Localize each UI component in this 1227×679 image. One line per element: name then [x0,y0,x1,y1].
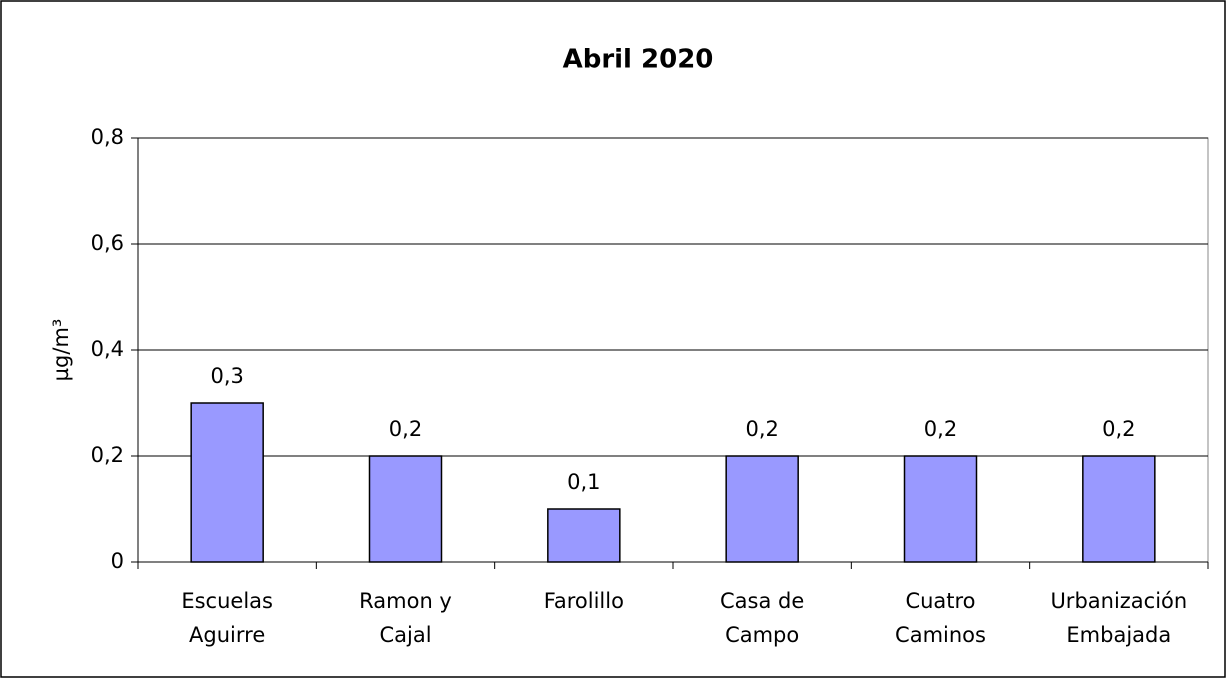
y-tick-label: 0,8 [91,125,124,149]
value-label: 0,2 [389,417,422,441]
value-label: 0,3 [210,364,243,388]
x-tick-label: Ramon y Cajal [359,589,452,647]
y-tick-label: 0 [111,549,124,573]
bar [725,455,799,563]
value-label: 0,1 [567,470,600,494]
bar [903,455,978,563]
y-tick-label: 0,6 [91,231,124,255]
bar [190,402,264,563]
y-tick-label: 0,4 [91,337,124,361]
chart-title: Abril 2020 [563,45,714,75]
x-tick-label: Casa de Campo [720,589,805,647]
value-label: 0,2 [1102,417,1135,441]
value-label: 0,2 [924,417,957,441]
y-axis-label: µg/m³ [49,319,73,382]
bar [1082,455,1156,563]
x-tick-label: Farolillo [543,589,624,613]
bar [368,455,443,563]
x-tick-label: Urbanización Embajada [1050,589,1188,647]
y-tick-label: 0,2 [91,443,124,467]
value-label: 0,2 [745,417,778,441]
x-tick-label: Cuatro Caminos [895,589,986,647]
bar [547,508,621,563]
x-tick-label: Escuelas Aguirre [181,589,273,647]
